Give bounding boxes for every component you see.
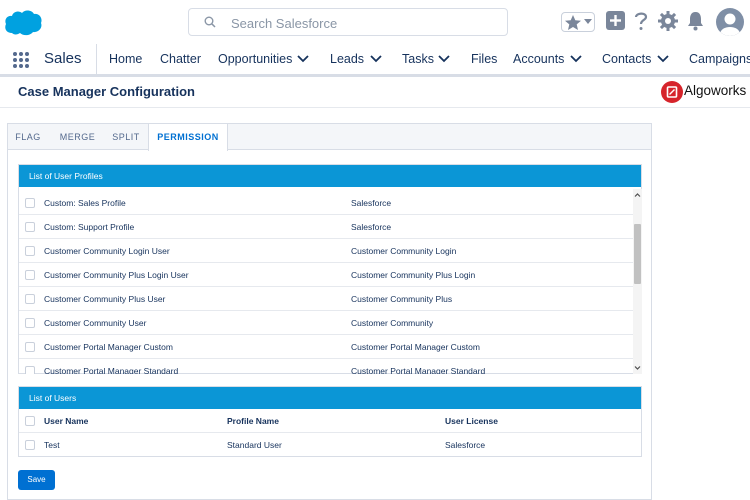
profile-name: Customer Portal Manager Custom	[44, 342, 173, 352]
star-icon[interactable]	[564, 14, 582, 31]
config-card: FLAG MERGE SPLIT PERMISSION List of User…	[7, 123, 652, 500]
profile-checkbox[interactable]	[25, 318, 35, 328]
algoworks-logo-icon	[666, 86, 678, 98]
app-name: Sales	[44, 50, 82, 67]
user-profiles-list[interactable]: Custom: Sales Profile Salesforce Custom:…	[19, 191, 633, 374]
opportunities-chevron-down-icon[interactable]	[297, 55, 309, 63]
search-input[interactable]	[231, 13, 491, 33]
tab-permission[interactable]: PERMISSION	[148, 124, 228, 151]
profile-name: Custom: Sales Profile	[44, 198, 126, 208]
profile-license: Salesforce	[351, 222, 392, 232]
profile-name: Customer Community Login User	[44, 246, 170, 256]
profile-name: Custom: Support Profile	[44, 222, 135, 232]
profile-checkbox[interactable]	[25, 270, 35, 280]
nav-leads[interactable]: Leads	[330, 52, 365, 66]
profile-name: Customer Portal Manager Standard	[44, 366, 179, 374]
profile-row[interactable]: Customer Community Plus Login User Custo…	[19, 263, 633, 287]
profile-checkbox[interactable]	[25, 198, 35, 208]
column-user-name: User Name	[44, 416, 89, 426]
add-icon[interactable]	[606, 11, 625, 30]
user-profiles-panel: List of User Profiles Custom: Sales Prof…	[18, 164, 642, 374]
favorites-menu[interactable]	[561, 12, 595, 32]
nav-tasks[interactable]: Tasks	[402, 52, 434, 66]
chevron-down-icon[interactable]	[584, 19, 592, 25]
profile-row[interactable]: Customer Community Plus User Customer Co…	[19, 287, 633, 311]
tab-bar: FLAG MERGE SPLIT PERMISSION	[8, 124, 651, 151]
column-user-license: User License	[445, 416, 498, 426]
profile-checkbox[interactable]	[25, 246, 35, 256]
profile-license: Salesforce	[351, 198, 392, 208]
algoworks-brand-name: Algoworks	[684, 83, 747, 98]
profile-checkbox[interactable]	[25, 294, 35, 304]
page-header: Case Manager Configuration Algoworks	[0, 77, 750, 108]
tab-flag[interactable]: FLAG	[15, 132, 41, 142]
nav-opportunities[interactable]: Opportunities	[218, 52, 293, 66]
profile-license: Customer Community Login	[351, 246, 457, 256]
profile-row[interactable]: Customer Portal Manager Standard Custome…	[19, 359, 633, 374]
profile-row[interactable]: Custom: Support Profile Salesforce	[19, 215, 633, 239]
nav-divider	[96, 44, 97, 74]
nav-contacts[interactable]: Contacts	[602, 52, 652, 66]
profile-checkbox[interactable]	[25, 366, 35, 374]
profile-row[interactable]: Customer Community Login User Customer C…	[19, 239, 633, 263]
profile-name: Customer Community Plus Login User	[44, 270, 189, 280]
accounts-chevron-down-icon[interactable]	[570, 55, 582, 63]
contacts-chevron-down-icon[interactable]	[657, 55, 669, 63]
algoworks-logo	[661, 81, 683, 103]
global-search[interactable]	[188, 8, 508, 36]
nav-campaigns[interactable]: Campaigns	[689, 52, 750, 66]
user-name: Test	[44, 440, 60, 450]
user-license: Salesforce	[445, 440, 486, 450]
nav-chatter[interactable]: Chatter	[160, 52, 201, 66]
user-row[interactable]: Test Standard User Salesforce	[19, 433, 641, 457]
page-title: Case Manager Configuration	[18, 84, 195, 99]
save-button[interactable]: Save	[18, 470, 55, 490]
profiles-scrollbar[interactable]	[633, 189, 642, 374]
users-header: List of Users	[19, 387, 641, 409]
profile-name: Customer Community Plus User	[44, 294, 166, 304]
bell-icon[interactable]	[687, 11, 704, 31]
profile-name: Customer Community User	[44, 318, 147, 328]
profile-license: Customer Portal Manager Custom	[351, 342, 480, 352]
leads-chevron-down-icon[interactable]	[370, 55, 382, 63]
user-checkbox[interactable]	[25, 440, 35, 450]
users-panel: List of Users User Name Profile Name Use…	[18, 386, 642, 457]
profile-license: Customer Community	[351, 318, 434, 328]
scroll-down-arrow-icon[interactable]	[634, 364, 641, 372]
scroll-up-arrow-icon[interactable]	[634, 191, 641, 199]
select-all-users-checkbox[interactable]	[25, 416, 35, 426]
profile-checkbox[interactable]	[25, 222, 35, 232]
global-header	[0, 0, 750, 44]
users-table-header: User Name Profile Name User License	[19, 409, 641, 433]
gear-icon[interactable]	[658, 11, 678, 31]
profile-checkbox[interactable]	[25, 342, 35, 352]
profile-row[interactable]: Customer Community User Customer Communi…	[19, 311, 633, 335]
profile-license: Customer Community Plus Login	[351, 270, 476, 280]
user-profiles-header: List of User Profiles	[19, 165, 641, 187]
search-icon	[204, 16, 216, 28]
app-launcher-icon[interactable]	[12, 51, 30, 69]
scrollbar-thumb[interactable]	[634, 224, 641, 284]
profile-license: Customer Portal Manager Standard	[351, 366, 486, 374]
nav-accounts[interactable]: Accounts	[513, 52, 565, 66]
salesforce-logo[interactable]	[4, 9, 42, 36]
help-icon[interactable]	[634, 11, 648, 31]
user-icon	[720, 13, 740, 36]
column-profile-name: Profile Name	[227, 416, 279, 426]
app-nav-bar: Sales Home Chatter Opportunities Leads T…	[0, 44, 750, 77]
profile-license: Customer Community Plus	[351, 294, 453, 304]
profile-row[interactable]: Customer Portal Manager Custom Customer …	[19, 335, 633, 359]
tasks-chevron-down-icon[interactable]	[438, 55, 450, 63]
user-profile-name: Standard User	[227, 440, 282, 450]
nav-files[interactable]: Files	[471, 52, 498, 66]
tab-split[interactable]: SPLIT	[112, 132, 140, 142]
nav-home[interactable]: Home	[109, 52, 143, 66]
user-avatar[interactable]	[716, 8, 744, 36]
profile-row[interactable]: Custom: Sales Profile Salesforce	[19, 191, 633, 215]
tab-merge[interactable]: MERGE	[59, 132, 96, 142]
